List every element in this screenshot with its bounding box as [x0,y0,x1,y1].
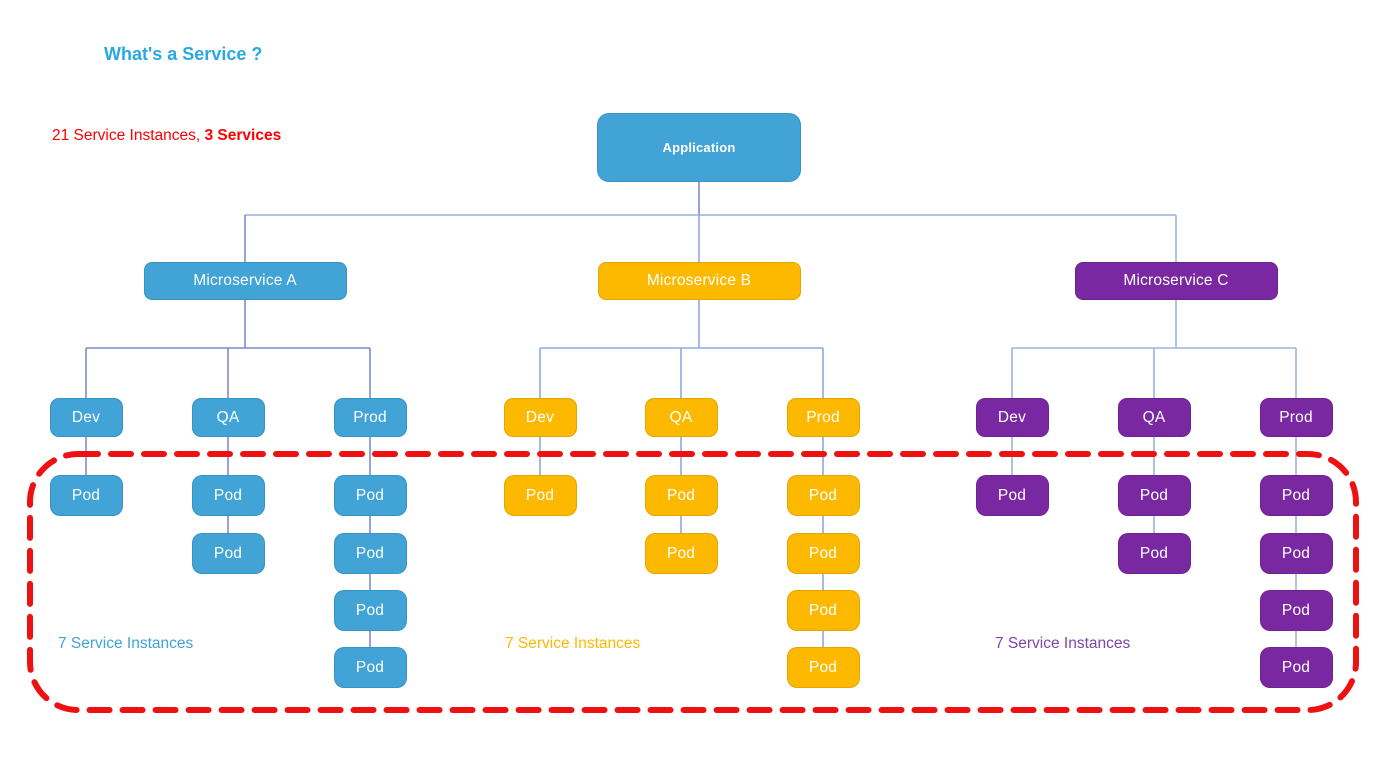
microservice-node: Microservice B [597,262,801,300]
pod-node: Pod [975,475,1049,516]
pod-node: Pod [1117,533,1191,574]
pod-node: Pod [786,475,860,516]
pod-node: Pod [1259,475,1333,516]
pod-node: Pod [49,475,123,516]
environment-node: QA [644,398,718,437]
pod-node: Pod [503,475,577,516]
microservice-node: Microservice C [1074,262,1278,300]
environment-node: Prod [1259,398,1333,437]
environment-node: QA [1117,398,1191,437]
pod-node: Pod [786,533,860,574]
summary-text: 21 Service Instances, [52,127,205,144]
service-instances-label: 7 Service Instances [58,635,194,652]
pod-node: Pod [191,475,265,516]
pod-node: Pod [644,475,718,516]
pod-node: Pod [333,533,407,574]
service-instances-label: 7 Service Instances [995,635,1131,652]
environment-node: QA [191,398,265,437]
pod-node: Pod [1259,533,1333,574]
environment-node: Prod [786,398,860,437]
environment-node: Prod [333,398,407,437]
pod-node: Pod [786,647,860,688]
pod-node: Pod [644,533,718,574]
pod-node: Pod [333,590,407,631]
pods-highlight-outline [27,451,1359,713]
pod-node: Pod [333,475,407,516]
pod-node: Pod [786,590,860,631]
pod-node: Pod [333,647,407,688]
summary-label: 21 Service Instances, 3 Services [52,127,281,145]
environment-node: Dev [49,398,123,437]
summary-bold-text: 3 Services [204,127,282,144]
environment-node: Dev [975,398,1049,437]
pod-node: Pod [1117,475,1191,516]
microservice-node: Microservice A [143,262,347,300]
pod-node: Pod [1259,590,1333,631]
service-instances-label: 7 Service Instances [505,635,641,652]
environment-node: Dev [503,398,577,437]
page-title: What's a Service ? [104,44,263,64]
pod-node: Pod [1259,647,1333,688]
application-node: Application [597,113,801,182]
pod-node: Pod [191,533,265,574]
